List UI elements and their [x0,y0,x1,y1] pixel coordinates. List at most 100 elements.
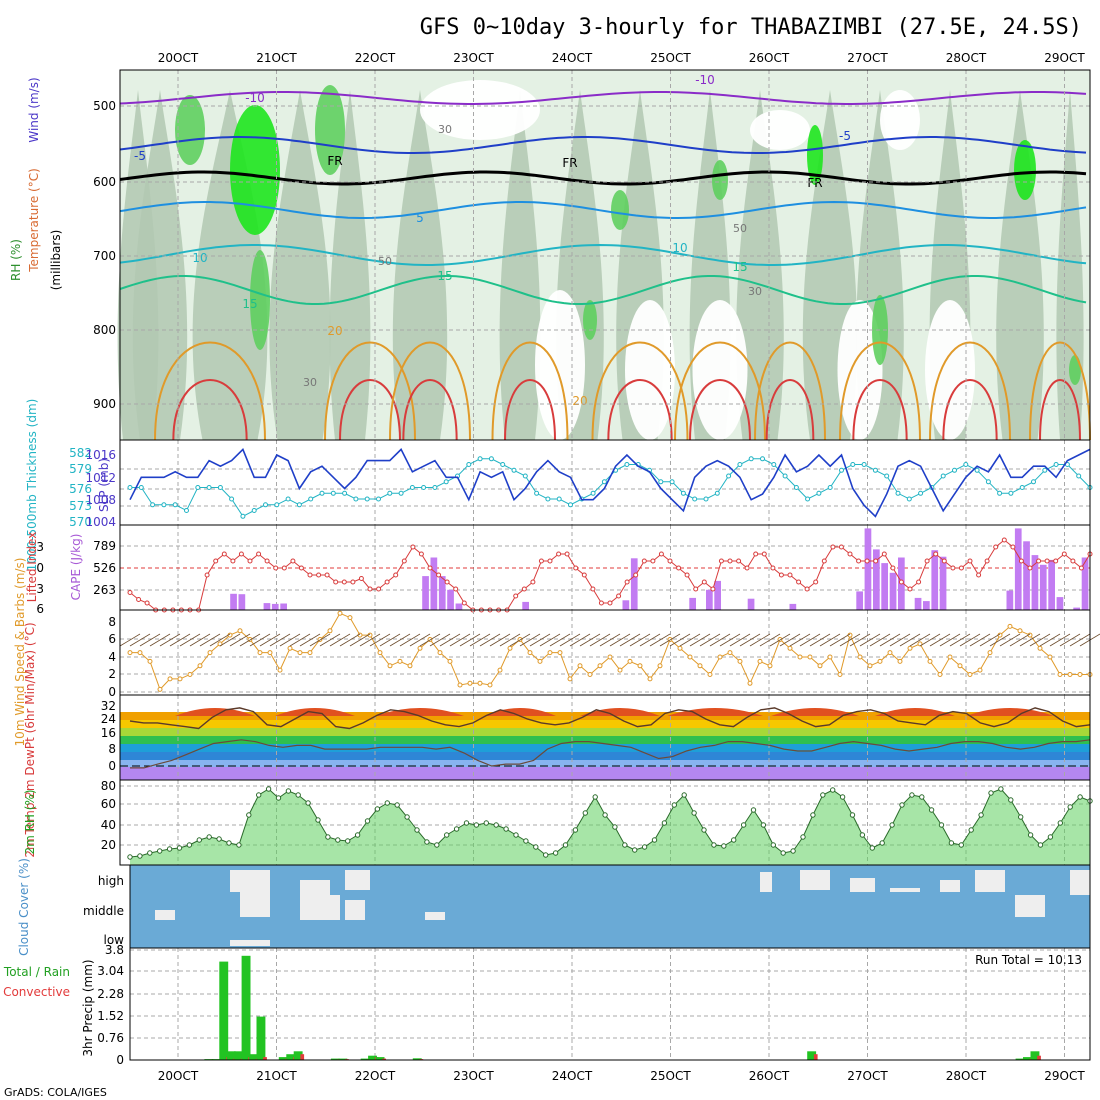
cloud-block-0 [230,870,270,892]
rh2m-line-pt-79 [909,792,915,798]
wind-line-pt-55 [677,645,683,651]
thickness-line-pt-24 [398,490,404,496]
temp-peak-4 [580,708,660,716]
wind-barb-85 [969,633,991,647]
rh2m-line-pt-15 [275,795,282,801]
rh2m-line-pt-30 [424,839,430,845]
pressure-tick-900: 900 [93,397,116,411]
cape-bar-89 [873,549,880,610]
precip-total-32 [368,1055,377,1060]
temp-line [129,707,1091,730]
rh2m-line-pt-42 [543,852,549,858]
wind-line-pt-61 [737,658,743,664]
pressure-tick-800: 800 [93,323,116,337]
rh2m-line-pt-46 [582,810,588,816]
li-line-pt-76 [778,572,784,578]
wind-line-pt-40 [527,650,533,656]
precip-total-28 [338,1058,348,1060]
x-tick-bottom-7: 27OCT [847,1069,888,1083]
li-line-pt-36 [436,572,442,578]
cape-li-panel: -3 0 3 6 263 526 789 Lifted Index CAPE (J/kg) [25,524,1093,616]
rh2m-label: 2m RH (%) [23,789,37,854]
li-line-pt-57 [616,593,622,599]
thickness-line-pt-64 [850,462,856,467]
li-line-pt-2 [144,600,150,606]
wind-barb-76 [879,633,901,647]
wind-barb-26 [379,633,401,647]
wind-barb-91 [1029,633,1051,647]
li-tick-0: -3 [32,540,44,554]
temp-contour-label-9: 10 [672,241,687,255]
wind-barb-87 [989,633,1011,647]
wind-barb-49 [609,633,631,647]
rh-tick-40: 40 [101,818,116,832]
cloud-bg [130,865,1090,948]
precip-total-120 [1023,1057,1032,1060]
li-line-pt-72 [744,565,750,571]
wind-barb-38 [499,633,521,647]
rh2m-line-pt-14 [265,786,272,792]
cloud-block-13 [975,870,1005,892]
precip-conv-121 [1037,1055,1041,1060]
cape-bar-35 [422,576,429,610]
precip-total-20 [278,1057,288,1060]
wind-barb-39 [509,633,531,647]
cape-bar-74 [747,598,755,610]
rh-moist-4 [611,190,629,230]
x-tick-bottom-1: 21OCT [256,1069,297,1083]
thickness-line-pt-20 [353,496,359,502]
li-line-pt-22 [316,572,322,578]
rh2m-line-pt-96 [1077,794,1083,800]
thickness-line-pt-65 [861,462,867,467]
rh2m-line-pt-52 [641,844,648,850]
cape-bar-18 [280,603,287,610]
rh2m-line-pt-24 [364,818,371,824]
rh2m-line-pt-51 [632,847,638,853]
li-line-pt-48 [538,558,544,564]
li-line-pt-27 [358,576,364,581]
li-line-pt-66 [693,586,699,592]
wind-barb-68 [799,633,821,647]
cloud-panel: high middle low Cloud Cover (%) [17,858,1091,956]
wind-axis: 0 2 4 6 8 [108,615,116,699]
cape-grid [120,525,1090,610]
rh2m-line-pt-84 [958,842,964,848]
rh2m-line-pt-50 [622,842,628,848]
li-line-pt-17 [273,565,279,571]
wind-barb-45 [569,633,591,647]
thickness-label: 1000-500mb Thickness (dm) [25,399,39,572]
thickness-line-pt-66 [872,467,878,473]
wind-barb-51 [629,633,651,647]
thickness-line-pt-32 [488,456,494,462]
wind-barb-84 [959,633,981,647]
wind-line-pt-25 [377,650,383,656]
rh2m-line-pt-43 [552,850,559,856]
rh2m-line-pt-6 [186,842,193,848]
thickness-tick-582: 582 [69,446,92,460]
rh-plume-4 [329,90,371,440]
li-line-pt-11 [221,551,227,557]
temp-band-0 [120,695,1090,712]
contour-25-3 [504,379,556,441]
contour-minus10 [119,91,1087,105]
rh2m-line-pt-92 [1037,842,1044,848]
thickness-line-pt-7 [206,485,212,490]
thickness-line-pt-72 [940,473,946,479]
thickness-line-pt-63 [839,467,844,473]
rh2m-line-pt-44 [562,842,569,848]
li-tick-2: 3 [36,582,44,596]
li-line-pt-62 [658,551,664,557]
wind-line-pt-4 [167,676,173,682]
cloud-block-2 [155,910,175,920]
x-tick-bottom-5: 25OCT [650,1069,691,1083]
li-tick-3: 6 [36,602,44,616]
cloud-block-3 [300,880,330,895]
temp-tick-0: 0 [108,759,116,773]
temp-band-2 [120,720,1090,728]
thickness-line-pt-70 [918,490,924,496]
li-line-pt-96 [950,565,956,571]
wind-line-pt-86 [987,650,993,656]
wind-line-pt-21 [337,610,343,616]
li-line-pt-29 [376,586,382,592]
cape-bar-110 [1048,559,1055,610]
